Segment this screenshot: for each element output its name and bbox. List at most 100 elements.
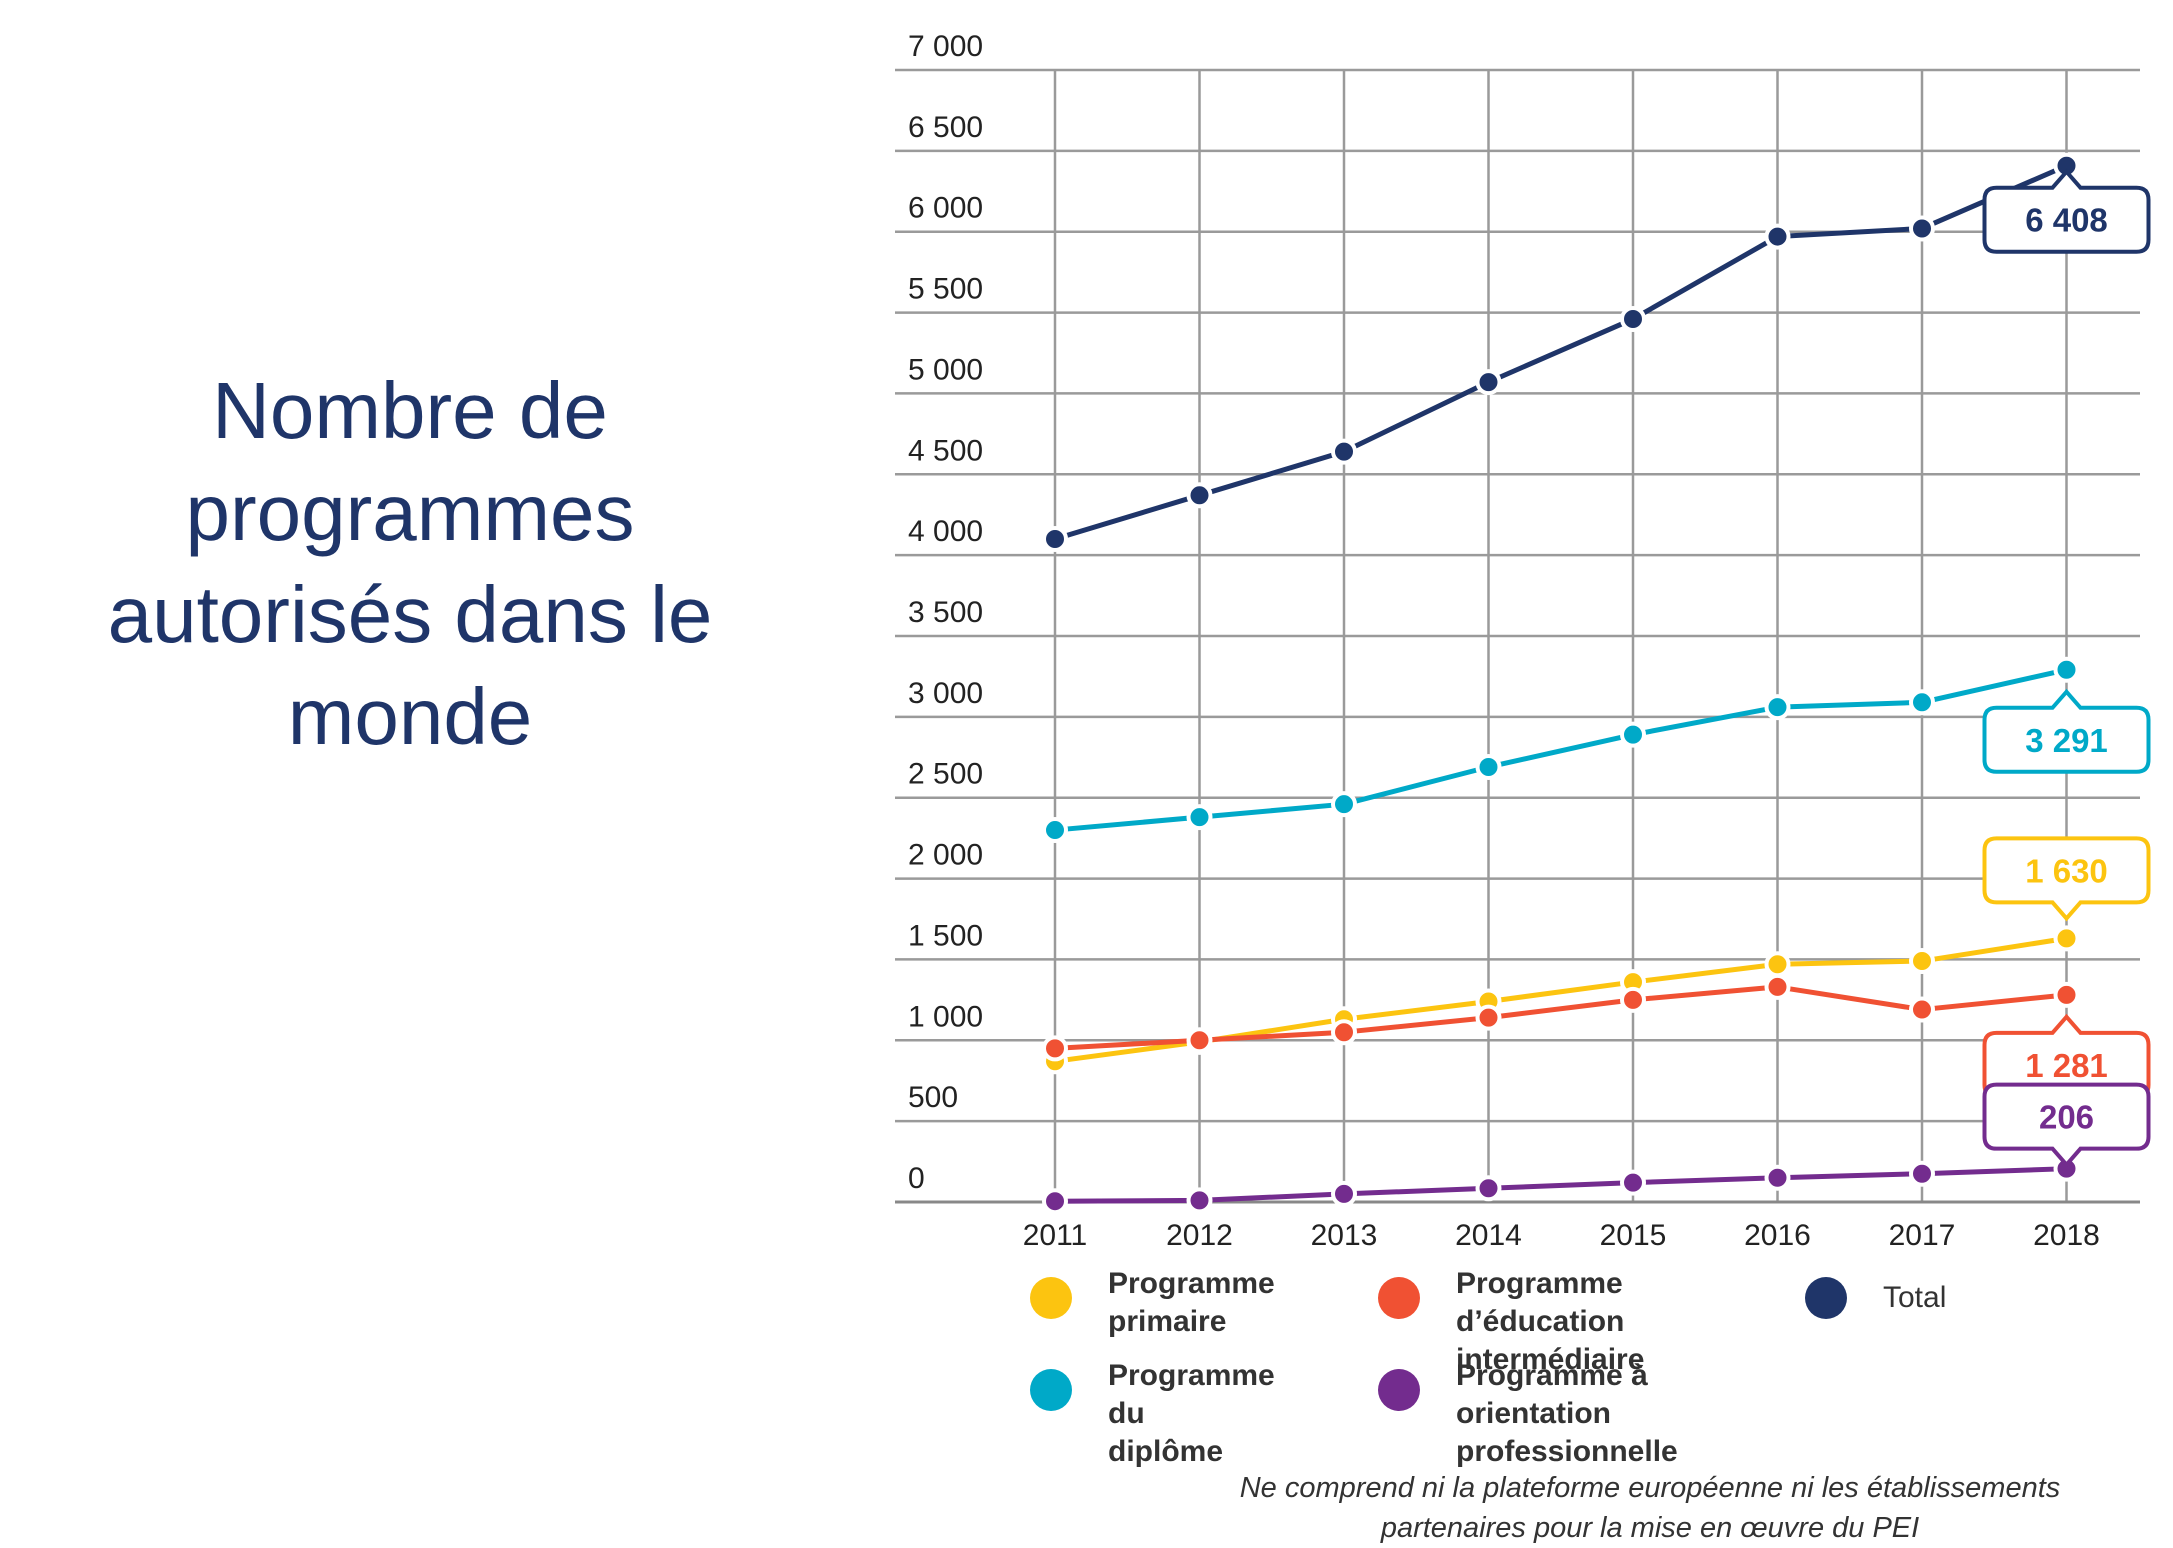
series-line <box>1054 163 2068 542</box>
y-tick-label: 500 <box>908 1081 958 1114</box>
y-tick-label: 4 000 <box>908 515 983 548</box>
series-line <box>1054 984 2067 1051</box>
data-point <box>1475 1175 1502 1202</box>
y-tick-label: 0 <box>908 1162 925 1195</box>
y-tick-label: 3 500 <box>908 596 983 629</box>
data-point <box>1909 1160 1935 1187</box>
title-line: monde <box>287 672 533 761</box>
y-tick-label: 5 500 <box>908 273 983 306</box>
data-point <box>1909 948 1935 975</box>
y-tick-label: 2 500 <box>908 758 983 791</box>
legend-line: diplôme <box>1108 1435 1224 1468</box>
footnote-line: partenaires pour la mise en œuvre du PEI <box>1380 1512 1920 1544</box>
data-point <box>1331 791 1357 818</box>
callout-box <box>1982 168 2151 254</box>
data-point <box>1620 721 1646 748</box>
data-point <box>1042 1188 1068 1215</box>
legend-swatch <box>1030 1369 1072 1411</box>
series-group <box>1042 973 2080 1062</box>
legend-line: Programme d’éducation <box>1456 1267 1625 1338</box>
legend-swatch <box>1378 1369 1420 1411</box>
x-axis-ticks: 2011 2012 2013 2014 2015 2016 2017 2018 <box>1023 1219 2100 1252</box>
data-point <box>1042 525 1068 552</box>
legend-label: Total <box>1883 1279 1946 1317</box>
callout-label: 206 <box>2039 1099 2094 1136</box>
data-point <box>1186 1027 1213 1054</box>
callout-label: 1 281 <box>2025 1047 2108 1084</box>
y-tick-label: 6 500 <box>908 111 983 144</box>
footnote: Ne comprend ni la plateforme européenne … <box>1020 1468 2173 1548</box>
legend-line: professionnelle <box>1456 1435 1678 1468</box>
data-point <box>1042 817 1068 844</box>
data-point <box>2053 981 2080 1008</box>
x-tick-label: 2018 <box>2033 1219 2100 1252</box>
title-line: programmes <box>185 468 635 557</box>
legend-line: Programme <box>1108 1267 1275 1300</box>
data-point <box>1764 223 1791 250</box>
x-tick-label: 2016 <box>1744 1219 1811 1252</box>
legend-line: Total <box>1883 1281 1947 1314</box>
series <box>1042 152 2080 1215</box>
legend-swatch <box>1030 1277 1072 1319</box>
legend: Programme primaire Programme d’éducation… <box>1030 1265 2130 1468</box>
callout-box <box>1982 688 2151 774</box>
legend-line: intermédiaire <box>1456 1343 1645 1376</box>
callout: 1 630 <box>1982 836 2151 922</box>
y-tick-label: 3 000 <box>908 677 983 710</box>
y-tick-label: 5 000 <box>908 353 983 386</box>
data-point <box>1042 1035 1068 1062</box>
title-line: autorisés dans le <box>107 570 713 659</box>
series-group <box>1042 152 2080 552</box>
data-point <box>1909 996 1935 1023</box>
legend-label: Programme du diplôme <box>1108 1357 1275 1471</box>
data-point <box>1475 753 1502 780</box>
callouts: 6 408 3 291 1 630 1 281 206 <box>1982 168 2151 1168</box>
data-point <box>1331 1180 1357 1207</box>
callout: 3 291 <box>1982 688 2151 774</box>
series-group <box>1042 1155 2080 1215</box>
y-axis-ticks: 0 500 1 000 1 500 2 000 2 500 3 000 3 500 4 000 4… <box>908 30 983 1195</box>
data-point <box>1186 804 1213 831</box>
x-tick-label: 2013 <box>1311 1219 1378 1252</box>
data-point <box>1475 369 1502 396</box>
title-line: Nombre de <box>212 366 608 455</box>
legend-swatch <box>1805 1277 1847 1319</box>
x-tick-label: 2011 <box>1023 1219 1088 1252</box>
callout: 206 <box>1982 1082 2151 1168</box>
y-tick-label: 1 500 <box>908 919 983 952</box>
series-line <box>1054 1166 2067 1204</box>
y-tick-label: 2 000 <box>908 839 983 872</box>
legend-swatch <box>1378 1277 1420 1319</box>
callout-label: 1 630 <box>2025 852 2108 889</box>
data-point <box>1620 986 1646 1013</box>
data-point <box>1475 1004 1502 1031</box>
data-point <box>1186 1187 1213 1214</box>
legend-line: primaire <box>1108 1305 1227 1338</box>
legend-line: Programme à orientation <box>1456 1359 1648 1430</box>
legend-label: Programme primaire <box>1108 1265 1275 1341</box>
callout-box <box>1982 1082 2151 1168</box>
legend-line: Programme du <box>1108 1359 1275 1430</box>
y-tick-label: 7 000 <box>908 30 983 63</box>
chart-title: Nombre de programmes autorisés dans le m… <box>60 360 760 768</box>
data-point <box>2053 656 2080 683</box>
x-tick-label: 2015 <box>1600 1219 1667 1252</box>
callout-label: 6 408 <box>2025 202 2108 239</box>
callout-label: 3 291 <box>2025 722 2108 759</box>
legend-label: Programme à orientation professionnelle <box>1456 1357 1678 1471</box>
data-point <box>1764 951 1791 978</box>
y-tick-label: 6 000 <box>908 192 983 225</box>
data-point <box>1764 1164 1791 1191</box>
x-tick-label: 2017 <box>1889 1219 1956 1252</box>
data-point <box>1620 306 1646 333</box>
callout-box <box>1982 836 2151 922</box>
y-tick-label: 1 000 <box>908 1000 983 1033</box>
data-point <box>1620 1169 1646 1196</box>
series-group <box>1042 656 2080 844</box>
data-point <box>2053 925 2080 952</box>
legend-label: Programme d’éducation intermédiaire <box>1456 1265 1644 1379</box>
footnote-line: Ne comprend ni la plateforme européenne … <box>1239 1472 2061 1504</box>
x-tick-label: 2014 <box>1455 1219 1522 1252</box>
y-tick-label: 4 500 <box>908 434 983 467</box>
